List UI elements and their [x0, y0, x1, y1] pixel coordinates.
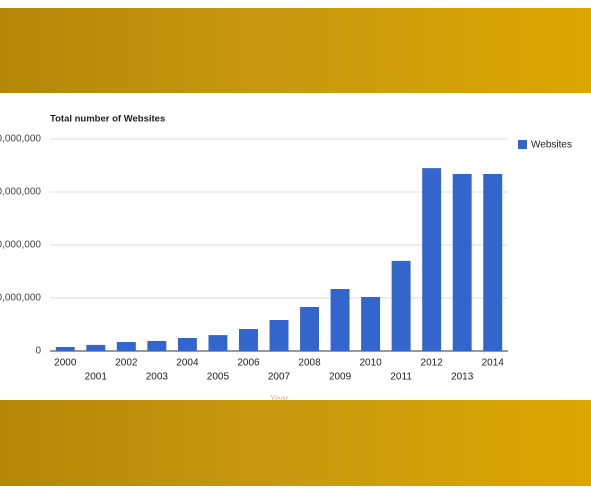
x-tick-label: 2014 — [482, 358, 505, 369]
x-tick-label: 2003 — [146, 372, 169, 383]
x-tick-label: 2002 — [115, 358, 138, 369]
bar — [86, 344, 106, 351]
bar — [208, 335, 228, 351]
x-tick-label: 2005 — [207, 372, 230, 383]
y-tick-label: 400,000,000 — [0, 240, 41, 251]
bar — [361, 296, 381, 351]
x-tick-label: 2012 — [421, 358, 444, 369]
x-tick-label: 2001 — [85, 372, 108, 383]
x-tick-label: 2013 — [451, 372, 474, 383]
y-tick-label: 800,000,000 — [0, 134, 41, 145]
plot: Total number of Websites Year 0 200,000,0… — [0, 114, 572, 404]
bar — [330, 288, 350, 351]
y-tick-label: 200,000,000 — [0, 293, 41, 304]
bar — [177, 338, 197, 351]
x-tick-label: 2000 — [54, 358, 77, 369]
bar — [483, 173, 503, 351]
chart-title: Total number of Websites — [50, 114, 165, 125]
bar — [452, 173, 472, 351]
bar — [239, 329, 258, 351]
x-tick-label: 2010 — [359, 358, 382, 369]
y-tick-label: 0 — [35, 346, 41, 357]
bar — [269, 319, 289, 351]
x-tick-label: 2009 — [329, 372, 352, 383]
bar — [147, 340, 167, 351]
x-tick-label: 2011 — [390, 372, 412, 383]
legend-swatch — [518, 140, 527, 149]
bar — [300, 307, 319, 351]
bar — [116, 341, 136, 351]
legend-label: Websites — [531, 140, 572, 151]
bar — [422, 168, 442, 351]
x-tick-label: 2006 — [237, 358, 260, 369]
x-tick-label: 2008 — [298, 358, 321, 369]
y-tick-label: 600,000,000 — [0, 187, 41, 198]
bottom-band — [0, 400, 591, 486]
x-tick-label: 2004 — [176, 358, 199, 369]
bar — [55, 347, 75, 351]
x-tick-label: 2007 — [268, 372, 291, 383]
top-band — [0, 8, 591, 93]
bar — [391, 260, 411, 351]
x-axis-title: Year — [270, 393, 290, 403]
